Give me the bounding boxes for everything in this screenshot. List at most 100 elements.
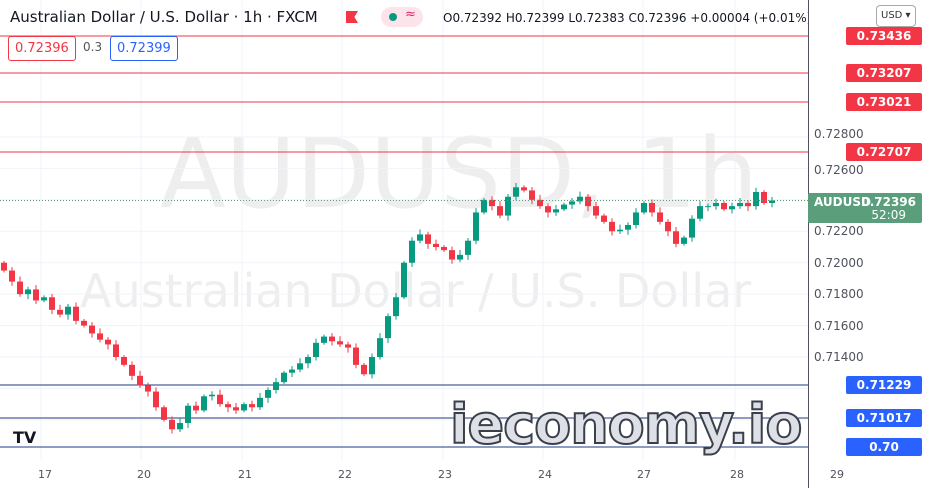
candle-body <box>281 372 287 383</box>
candle-body <box>681 237 687 244</box>
candle-body <box>465 240 471 255</box>
candle-body <box>97 333 103 340</box>
market-status-pill[interactable]: ≈ <box>381 7 423 27</box>
candle-body <box>193 405 199 411</box>
candle-body <box>489 199 495 207</box>
candle-body <box>209 394 215 397</box>
wave-icon: ≈ <box>405 7 416 22</box>
price-tick: 0.72600 <box>814 163 864 178</box>
time-tick: 21 <box>238 468 252 481</box>
candle-body <box>649 202 655 213</box>
candle-body <box>241 404 247 411</box>
candle-body <box>105 339 111 345</box>
candle-body <box>65 306 71 315</box>
candle-body <box>401 262 407 298</box>
countdown: 52:09 <box>871 208 906 222</box>
candle-body <box>265 389 271 398</box>
price-tick: 0.72000 <box>814 255 864 270</box>
candle-body <box>1 262 7 271</box>
candle-body <box>617 229 623 232</box>
candle-body <box>225 404 231 408</box>
candle-body <box>625 224 631 230</box>
resistance-label: 0.73021 <box>846 93 922 111</box>
candle-body <box>737 202 743 207</box>
resistance-label: 0.73207 <box>846 64 922 82</box>
time-tick: 28 <box>730 468 744 481</box>
candle-body <box>417 234 423 241</box>
resistance-label: 0.73436 <box>846 27 922 45</box>
candle-body <box>697 206 703 219</box>
currency-select[interactable]: USD ▾ <box>876 5 916 27</box>
candle-body <box>9 270 15 282</box>
candle-body <box>81 320 87 326</box>
current-symbol: AUDUSD <box>814 195 871 209</box>
candle-body <box>25 289 31 295</box>
candle-body <box>689 218 695 238</box>
candle-body <box>137 375 143 386</box>
candle-body <box>49 297 55 310</box>
candle-body <box>177 422 183 430</box>
candle-body <box>337 341 343 345</box>
candle-body <box>73 306 79 321</box>
buy-button[interactable]: 0.72399 <box>110 36 178 61</box>
candle-body <box>657 212 663 222</box>
support-label: 0.71017 <box>846 409 922 427</box>
candle-body <box>129 364 135 376</box>
candle-body <box>713 202 719 207</box>
candle-body <box>441 246 447 251</box>
candle-body <box>537 199 543 207</box>
candle-body <box>521 187 527 191</box>
candle-body <box>497 206 503 216</box>
candle-body <box>369 356 375 375</box>
candle-body <box>185 405 191 423</box>
sell-button[interactable]: 0.72396 <box>8 36 76 61</box>
candle-body <box>305 356 311 364</box>
current-price: 0.72396 <box>861 195 916 209</box>
candle-body <box>745 202 751 207</box>
candle-body <box>601 215 607 222</box>
price-chart[interactable] <box>0 0 808 460</box>
time-tick: 24 <box>538 468 552 481</box>
candle-body <box>409 240 415 263</box>
price-tick: 0.72200 <box>814 224 864 239</box>
candle-body <box>249 404 255 408</box>
candle-body <box>721 202 727 210</box>
candle-body <box>201 396 207 411</box>
flag-icon[interactable] <box>346 11 358 23</box>
tradingview-logo[interactable]: 𝗧𝗩 <box>13 428 37 447</box>
price-tick: 0.71400 <box>814 349 864 364</box>
price-tick: 0.72800 <box>814 127 864 141</box>
candle-body <box>425 234 431 244</box>
candle-body <box>353 347 359 365</box>
time-tick: 27 <box>637 468 651 481</box>
candle-body <box>505 196 511 216</box>
chart-title: Australian Dollar / U.S. Dollar · 1h · F… <box>10 8 318 26</box>
candle-body <box>769 200 775 203</box>
ohlc-readout: O0.72392 H0.72399 L0.72383 C0.72396 +0.0… <box>443 11 812 25</box>
candle-body <box>753 191 759 207</box>
candle-body <box>561 204 567 210</box>
support-label: 0.71229 <box>846 376 922 394</box>
candle-body <box>289 369 295 373</box>
candle-body <box>257 397 263 408</box>
candle-body <box>145 385 151 392</box>
candle-body <box>481 199 487 213</box>
candle-body <box>393 297 399 317</box>
candle-body <box>641 202 647 213</box>
candle-body <box>89 325 95 334</box>
time-tick: 23 <box>438 468 452 481</box>
candle-body <box>633 212 639 225</box>
candle-body <box>553 209 559 213</box>
candle-body <box>217 394 223 405</box>
candle-body <box>473 212 479 241</box>
candle-body <box>33 289 39 301</box>
candle-body <box>585 196 591 207</box>
time-tick: 17 <box>38 468 52 481</box>
candle-body <box>345 344 351 348</box>
candle-body <box>121 356 127 365</box>
current-price-label: AUDUSD 0.72396 52:09 <box>808 193 922 223</box>
candle-body <box>153 391 159 408</box>
candle-body <box>377 338 383 357</box>
price-tick: 0.71800 <box>814 287 864 302</box>
candle-body <box>609 221 615 232</box>
